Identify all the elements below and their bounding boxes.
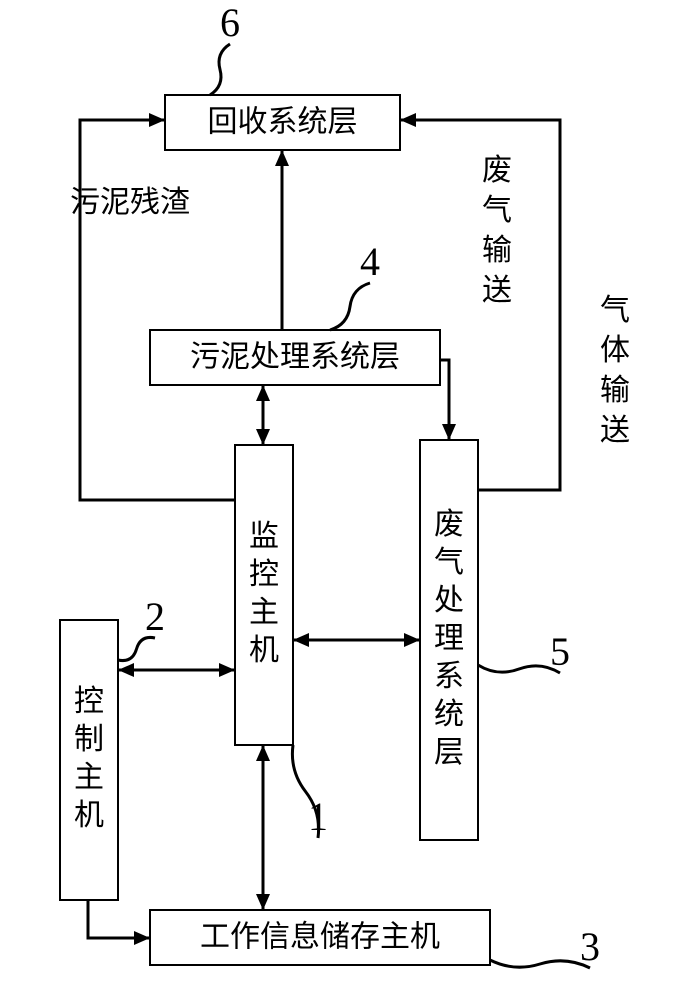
node-label-recycle: 回收系统层: [208, 105, 358, 138]
node-control: [60, 620, 118, 900]
edge-label-sludge_residue: 污泥残渣: [70, 186, 190, 219]
node-monitor: [235, 445, 293, 745]
ref-r2: 2: [145, 594, 165, 639]
ref-r5: 5: [550, 629, 570, 674]
node-label-sludge: 污泥处理系统层: [190, 340, 400, 373]
ref-leader-r2: [118, 637, 155, 660]
ref-leader-r6: [210, 44, 230, 95]
edge-label-gas: 气体输送: [600, 294, 630, 447]
node-label-storage: 工作信息储存主机: [200, 920, 440, 953]
ref-leader-r4: [330, 283, 370, 330]
edge-label-waste_gas: 废气输送: [482, 154, 512, 307]
ref-leader-r3: [490, 960, 590, 968]
ref-r6: 6: [220, 0, 240, 45]
node-label-exhaust: 废气处理系统层: [434, 508, 464, 769]
ref-leader-r5: [478, 665, 560, 673]
ref-r3: 3: [580, 924, 600, 969]
ref-r4: 4: [360, 239, 380, 284]
